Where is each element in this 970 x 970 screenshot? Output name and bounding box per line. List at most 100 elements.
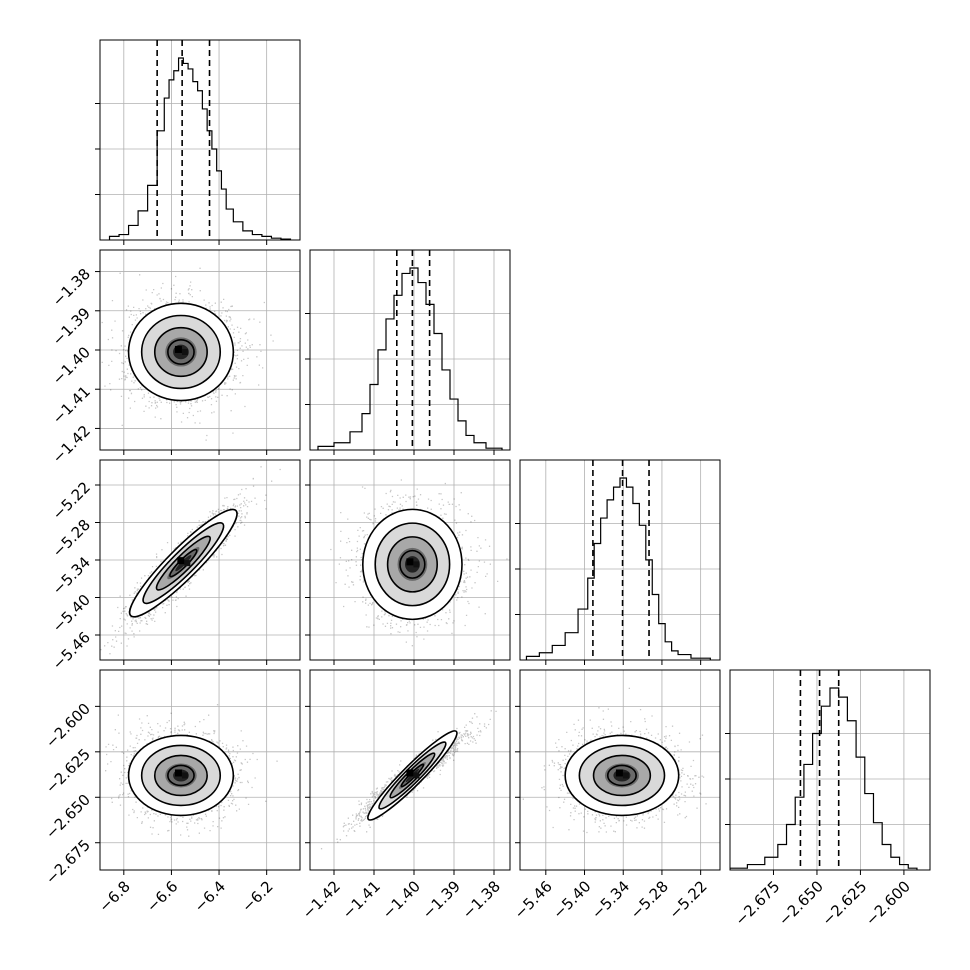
density-group	[100, 466, 281, 655]
panel-diag-0	[95, 39, 301, 245]
x-tick-label: −1.42	[299, 877, 344, 922]
density-peak-cell	[406, 558, 414, 566]
y-tick-label: −5.40	[49, 591, 94, 636]
x-tick-label: −1.40	[379, 877, 424, 922]
panel-grid	[730, 670, 930, 870]
panel-pair-3-1: −1.42−1.41−1.40−1.39−1.38	[299, 669, 511, 923]
y-tick-label: −1.41	[49, 382, 94, 427]
y-tick-label: −5.22	[49, 478, 94, 523]
panel-grid	[520, 460, 720, 660]
density-contour	[367, 730, 458, 821]
panel-pair-2-0: −5.22−5.28−5.34−5.40−5.46	[49, 459, 301, 674]
panel-diag-3: −2.675−2.650−2.625−2.600	[725, 669, 931, 929]
panel-grid	[310, 670, 510, 870]
y-tick-label: −1.39	[49, 304, 94, 349]
density-contour	[564, 734, 680, 817]
density-peak-cell	[181, 772, 188, 779]
density-group	[320, 710, 497, 850]
y-tick-label: −2.600	[42, 700, 94, 752]
panel-frame	[99, 459, 301, 661]
panel-diag-2	[515, 459, 721, 665]
x-tick-label: −6.4	[191, 877, 229, 915]
x-tick-label: −2.600	[862, 877, 914, 929]
x-tick-label: −2.675	[732, 877, 784, 929]
x-tick-label: −5.46	[511, 877, 556, 922]
panel-frame	[99, 669, 301, 871]
density-contour	[399, 549, 426, 579]
y-tick-label: −5.34	[49, 553, 94, 598]
y-tick-label: −2.625	[42, 745, 94, 797]
panel-frame	[309, 249, 511, 451]
panel-frame	[729, 669, 931, 871]
density-peak-cell	[413, 772, 420, 779]
y-tick-label: −1.42	[49, 422, 94, 467]
x-tick-label: −5.28	[627, 877, 672, 922]
panel-frame	[99, 39, 301, 241]
panel-grid	[100, 250, 300, 450]
density-contour	[167, 339, 195, 365]
y-tick-label: −1.38	[49, 265, 94, 310]
density-contour	[140, 744, 222, 807]
histogram-bars	[317, 267, 503, 450]
histogram-group	[317, 250, 503, 450]
density-peak-cell	[622, 772, 629, 779]
density-contour	[592, 754, 652, 797]
x-tick-label: −2.625	[818, 877, 870, 929]
density-contour	[578, 744, 666, 807]
histogram-group	[525, 460, 711, 660]
histogram-bars	[108, 57, 292, 240]
density-peak-cell	[181, 348, 188, 355]
density-contour	[386, 536, 439, 593]
histogram-bars	[525, 477, 711, 660]
y-tick-label: −5.46	[49, 628, 94, 673]
density-contour	[167, 764, 195, 787]
density-contour	[127, 302, 235, 402]
x-tick-label: −1.41	[339, 877, 384, 922]
x-tick-label: −1.39	[419, 877, 464, 922]
panel-pair-2-1	[305, 459, 511, 665]
panel-pair-3-2: −5.46−5.40−5.34−5.28−5.22	[511, 669, 721, 923]
density-peak-cell	[174, 345, 182, 353]
x-tick-label: −1.38	[459, 877, 504, 922]
density-contour	[128, 508, 238, 618]
panel-pair-3-0: −2.600−2.625−2.650−2.675−6.8 −6.6 −6.4 −6.2	[42, 669, 301, 916]
x-tick-label: −6.2	[238, 877, 276, 915]
density-contour	[142, 522, 225, 605]
density-contour	[606, 764, 637, 787]
panel-grid	[310, 250, 510, 450]
density-group	[522, 687, 707, 834]
density-contour	[361, 508, 463, 621]
panel-pair-1-0: −1.38−1.39−1.40−1.41−1.42	[49, 249, 301, 467]
density-peak-cell	[174, 769, 182, 777]
x-tick-label: −2.650	[775, 877, 827, 929]
density-peak-cell	[177, 557, 185, 565]
density-group	[330, 479, 508, 647]
panel-frame	[309, 669, 511, 871]
panel-diag-1	[305, 249, 511, 455]
x-tick-label: −6.8	[95, 877, 133, 915]
y-tick-label: −5.28	[49, 516, 94, 561]
density-contour	[153, 754, 208, 797]
panel-frame	[519, 669, 721, 871]
density-contour	[153, 326, 208, 378]
panel-frame	[99, 249, 301, 451]
panel-frame	[309, 459, 511, 661]
density-peak-cell	[413, 561, 420, 568]
y-tick-label: −2.650	[42, 791, 94, 843]
x-tick-label: −5.40	[549, 877, 594, 922]
panel-grid	[100, 40, 300, 240]
density-contour	[374, 522, 451, 607]
x-tick-label: −5.34	[588, 877, 633, 922]
density-group	[105, 704, 278, 837]
density-peak-cell	[615, 769, 623, 777]
histogram-bars	[730, 687, 918, 870]
y-tick-label: −1.40	[49, 343, 94, 388]
x-tick-label: −6.6	[143, 877, 181, 915]
density-contour	[140, 314, 222, 390]
density-peak-cell	[184, 560, 191, 567]
histogram-group	[108, 40, 292, 240]
histogram-group	[730, 670, 918, 870]
y-tick-label: −2.675	[42, 836, 94, 888]
density-group	[101, 267, 274, 441]
